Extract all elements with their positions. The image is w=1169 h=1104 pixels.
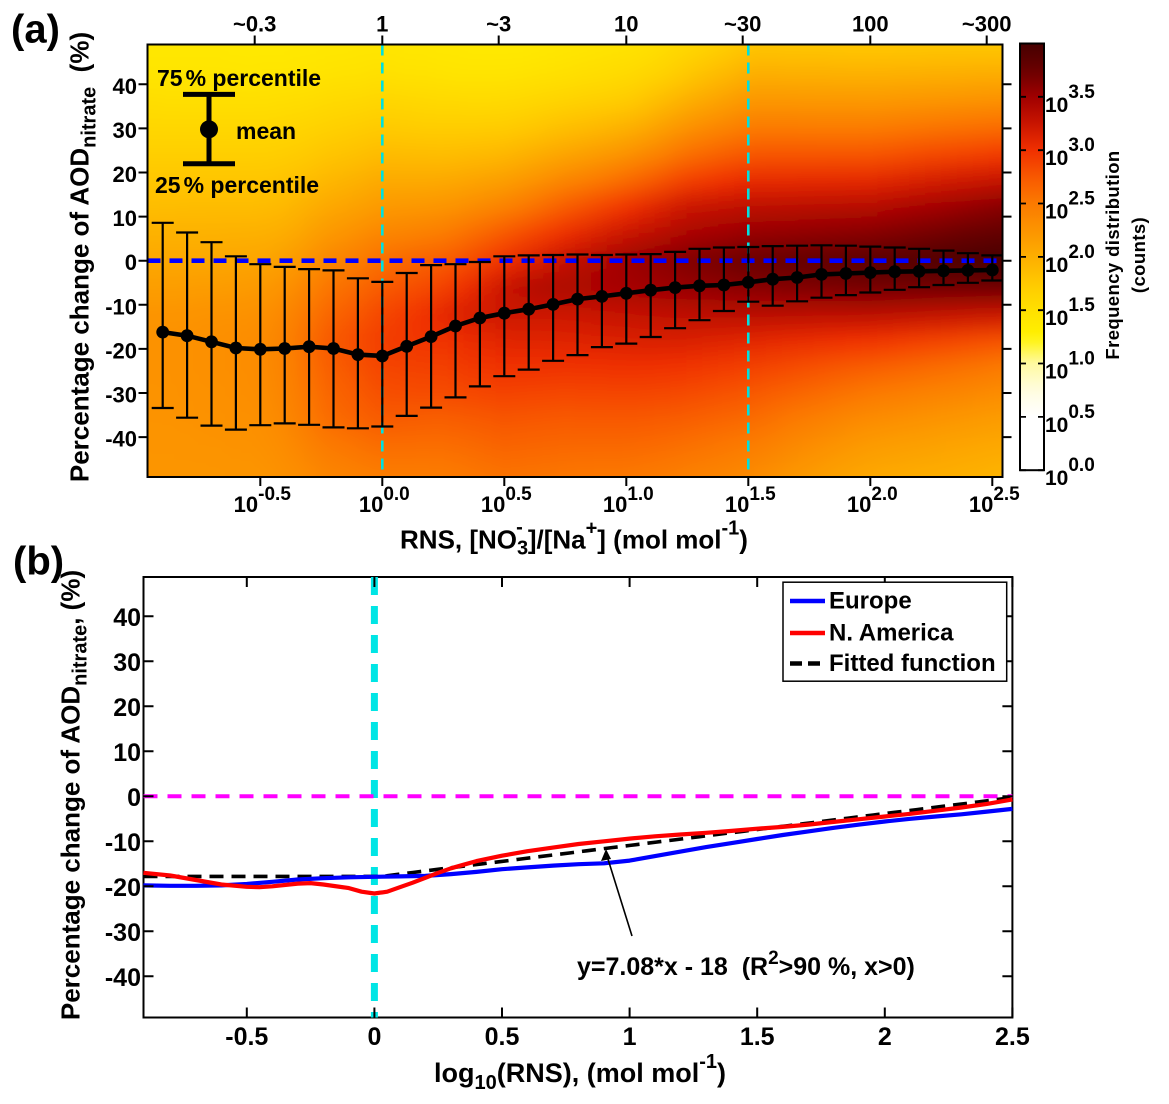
svg-text:0: 0	[125, 250, 137, 275]
svg-text:log10(RNS), (mol mol-1): log10(RNS), (mol mol-1)	[434, 1051, 726, 1094]
svg-text:-20: -20	[105, 874, 141, 902]
svg-text:1: 1	[376, 12, 388, 37]
svg-text:-10: -10	[105, 829, 141, 857]
svg-text:100.0: 100.0	[359, 484, 410, 517]
svg-text:0.5: 0.5	[485, 1023, 520, 1051]
svg-text:101.0: 101.0	[603, 484, 654, 517]
svg-text:103.0: 103.0	[1045, 135, 1095, 170]
svg-text:(b): (b)	[13, 540, 64, 584]
svg-text:100.0: 100.0	[1045, 455, 1095, 490]
svg-text:102.5: 102.5	[969, 484, 1020, 517]
svg-text:~3: ~3	[486, 12, 511, 37]
svg-text:mean: mean	[236, 118, 296, 144]
svg-text:RNS, [NO3-]/[Na+] (mol mol-1): RNS, [NO3-]/[Na+] (mol mol-1)	[400, 517, 748, 560]
svg-text:0: 0	[127, 784, 141, 812]
svg-text:(counts): (counts)	[1128, 217, 1149, 293]
svg-text:10-0.5: 10-0.5	[234, 484, 292, 517]
svg-text:(a): (a)	[11, 8, 60, 52]
svg-text:-30: -30	[105, 919, 141, 947]
svg-text:~300: ~300	[962, 12, 1012, 37]
svg-text:102.0: 102.0	[847, 484, 898, 517]
svg-text:10: 10	[113, 206, 137, 231]
svg-text:102.0: 102.0	[1045, 242, 1095, 277]
svg-text:100: 100	[852, 12, 889, 37]
svg-text:100.5: 100.5	[481, 484, 532, 517]
svg-text:-10: -10	[105, 294, 137, 319]
svg-text:Frequency distribution: Frequency distribution	[1102, 150, 1123, 359]
svg-text:y=7.08*x - 18 (R2>90 %, x>0): y=7.08*x - 18 (R2>90 %, x>0)	[577, 948, 915, 981]
svg-text:-40: -40	[105, 427, 137, 452]
svg-text:101.0: 101.0	[1045, 349, 1095, 384]
svg-text:1: 1	[623, 1023, 637, 1051]
svg-text:-40: -40	[105, 964, 141, 992]
svg-text:0: 0	[367, 1023, 381, 1051]
svg-text:103.5: 103.5	[1045, 82, 1095, 117]
svg-text:1.5: 1.5	[740, 1023, 775, 1051]
svg-text:10: 10	[614, 12, 638, 37]
svg-text:Europe: Europe	[829, 588, 912, 615]
svg-text:75% percentile: 75% percentile	[157, 65, 321, 91]
svg-text:~30: ~30	[724, 12, 761, 37]
svg-text:N. America: N. America	[829, 620, 954, 647]
svg-text:20: 20	[113, 694, 141, 722]
svg-text:10: 10	[113, 739, 141, 767]
svg-text:Percentage change of AODnitrat: Percentage change of AODnitrate (%)	[65, 32, 101, 482]
svg-text:2: 2	[878, 1023, 892, 1051]
svg-text:101.5: 101.5	[725, 484, 776, 517]
svg-text:40: 40	[113, 74, 137, 99]
svg-text:30: 30	[113, 118, 137, 143]
svg-text:30: 30	[113, 649, 141, 677]
svg-text:-0.5: -0.5	[225, 1023, 268, 1051]
svg-text:-30: -30	[105, 383, 137, 408]
svg-text:40: 40	[113, 604, 141, 632]
svg-text:~0.3: ~0.3	[233, 12, 276, 37]
svg-text:101.5: 101.5	[1045, 295, 1095, 330]
svg-text:102.5: 102.5	[1045, 189, 1095, 224]
svg-text:100.5: 100.5	[1045, 402, 1095, 437]
svg-text:25% percentile: 25% percentile	[155, 172, 319, 198]
svg-text:20: 20	[113, 162, 137, 187]
svg-text:-20: -20	[105, 338, 137, 363]
svg-text:2.5: 2.5	[995, 1023, 1030, 1051]
svg-text:Fitted function: Fitted function	[829, 650, 996, 677]
svg-text:Percentage change of AODnitrat: Percentage change of AODnitrate, (%)	[56, 570, 92, 1020]
